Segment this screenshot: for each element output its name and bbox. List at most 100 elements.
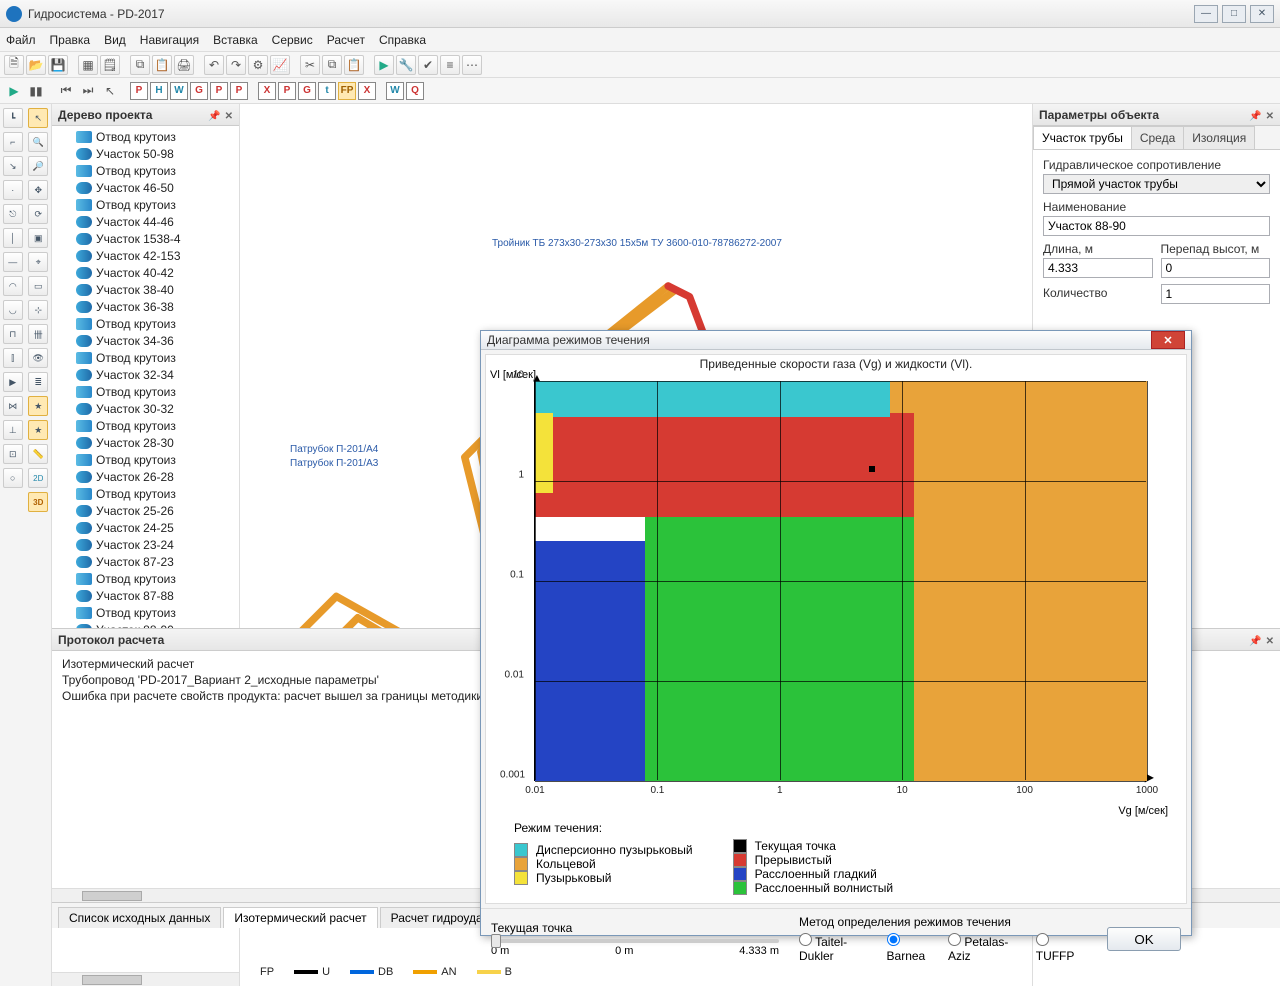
props-pin-icon[interactable]: 📌 — [1249, 111, 1261, 122]
tool-p[interactable]: ○ — [3, 468, 23, 488]
step-back-icon[interactable]: ⏮ — [56, 81, 76, 101]
eye-icon[interactable]: 👁 — [28, 348, 48, 368]
axis-icon[interactable]: ⊹ — [28, 300, 48, 320]
rotate-icon[interactable]: ⟳ — [28, 204, 48, 224]
tab-pipe-section[interactable]: Участок трубы — [1033, 126, 1132, 149]
tree-item[interactable]: Участок 34-36 — [52, 332, 239, 349]
p3-icon[interactable]: P — [230, 82, 248, 100]
list-icon[interactable]: ≡ — [440, 55, 460, 75]
protocol-close-icon[interactable]: ✕ — [1266, 636, 1274, 647]
maximize-button[interactable]: □ — [1222, 5, 1246, 23]
w-icon[interactable]: W — [170, 82, 188, 100]
tree-item[interactable]: Участок 32-34 — [52, 366, 239, 383]
new-icon[interactable]: 🗎 — [4, 55, 24, 75]
method-option[interactable]: Petalas-Aziz — [948, 933, 1026, 963]
tree-item[interactable]: Участок 30-32 — [52, 400, 239, 417]
highlight-icon[interactable]: ★ — [28, 396, 48, 416]
paste2-icon[interactable]: 📋 — [344, 55, 364, 75]
tree-item[interactable]: Участок 50-98 — [52, 145, 239, 162]
2d-icon[interactable]: 2D — [28, 468, 48, 488]
zoom-window-icon[interactable]: ⌖ — [28, 252, 48, 272]
select-tool-icon[interactable]: ↖ — [28, 108, 48, 128]
layers-icon[interactable]: ≣ — [28, 372, 48, 392]
tool-k[interactable]: ⫿ — [3, 348, 23, 368]
redo-icon[interactable]: ↷ — [226, 55, 246, 75]
tree-item[interactable]: Участок 40-42 — [52, 264, 239, 281]
step-fwd-icon[interactable]: ⏭ — [78, 81, 98, 101]
g2-icon[interactable]: G — [298, 82, 316, 100]
method-radio[interactable] — [887, 933, 900, 946]
close-button[interactable]: ✕ — [1250, 5, 1274, 23]
tree-item[interactable]: Отвод крутоиз — [52, 417, 239, 434]
menu-navigation[interactable]: Навигация — [140, 33, 199, 47]
method-option[interactable]: Taitel-Dukler — [799, 933, 877, 963]
pin-icon[interactable]: 📌 — [208, 111, 220, 122]
zoom-in-icon[interactable]: 🔍 — [28, 132, 48, 152]
copy-icon[interactable]: ⧉ — [130, 55, 150, 75]
minimize-button[interactable]: — — [1194, 5, 1218, 23]
tree-item[interactable]: Участок 36-38 — [52, 298, 239, 315]
tool-icon[interactable]: 🔧 — [396, 55, 416, 75]
tool-a[interactable]: ┗ — [3, 108, 23, 128]
tree-h-scrollbar[interactable] — [52, 972, 239, 986]
tab-insulation[interactable]: Изоляция — [1183, 126, 1255, 149]
tree-item[interactable]: Участок 38-40 — [52, 281, 239, 298]
tree-item[interactable]: Участок 26-28 — [52, 468, 239, 485]
x2-icon[interactable]: X — [358, 82, 376, 100]
highlight2-icon[interactable]: ★ — [28, 420, 48, 440]
tool-i[interactable]: ◡ — [3, 300, 23, 320]
tool-h[interactable]: ◠ — [3, 276, 23, 296]
tree-item[interactable]: Участок 44-46 — [52, 213, 239, 230]
protocol-pin-icon[interactable]: 📌 — [1249, 636, 1261, 647]
tree-item[interactable]: Отвод крутоиз — [52, 485, 239, 502]
tree-item[interactable]: Участок 42-153 — [52, 247, 239, 264]
p-icon[interactable]: P — [130, 82, 148, 100]
method-radio[interactable] — [799, 933, 812, 946]
play-icon[interactable]: ▶ — [4, 81, 24, 101]
tree-item[interactable]: Участок 25-26 — [52, 502, 239, 519]
hydr-resistance-select[interactable]: Прямой участок трубы — [1043, 174, 1270, 194]
cut-icon[interactable]: ✂ — [300, 55, 320, 75]
tree-item[interactable]: Отвод крутоиз — [52, 349, 239, 366]
copy2-icon[interactable]: ⧉ — [322, 55, 342, 75]
tab-medium[interactable]: Среда — [1131, 126, 1184, 149]
tab-isothermal[interactable]: Изотермический расчет — [223, 907, 377, 928]
tool-c[interactable]: ↘ — [3, 156, 23, 176]
tree-item[interactable]: Отвод крутоиз — [52, 315, 239, 332]
settings-icon[interactable]: ⚙ — [248, 55, 268, 75]
more-icon[interactable]: ⋯ — [462, 55, 482, 75]
tree-item[interactable]: Участок 87-88 — [52, 587, 239, 604]
tree-item[interactable]: Отвод крутоиз — [52, 196, 239, 213]
tree-item[interactable]: Участок 24-25 — [52, 519, 239, 536]
3d-icon[interactable]: 3D — [28, 492, 48, 512]
tree-item[interactable]: Отвод крутоиз — [52, 570, 239, 587]
tree-item[interactable]: Отвод крутоиз — [52, 451, 239, 468]
tool-n[interactable]: ⊥ — [3, 420, 23, 440]
tree-item[interactable]: Отвод крутоиз — [52, 128, 239, 145]
tree-item[interactable]: Участок 23-24 — [52, 536, 239, 553]
region-icon[interactable]: ▭ — [28, 276, 48, 296]
pointer-icon[interactable]: ↖ — [100, 81, 120, 101]
tree-item[interactable]: Участок 46-50 — [52, 179, 239, 196]
props-close-icon[interactable]: ✕ — [1266, 111, 1274, 122]
undo-icon[interactable]: ↶ — [204, 55, 224, 75]
tree-item[interactable]: Отвод крутоиз — [52, 383, 239, 400]
open-icon[interactable]: 📂 — [26, 55, 46, 75]
paste-icon[interactable]: 📋 — [152, 55, 172, 75]
tree-item[interactable]: Отвод крутоиз — [52, 604, 239, 621]
g-icon[interactable]: G — [190, 82, 208, 100]
tree-close-icon[interactable]: ✕ — [225, 111, 233, 122]
menu-service[interactable]: Сервис — [272, 33, 313, 47]
tool-j[interactable]: ⊓ — [3, 324, 23, 344]
tool-d[interactable]: · — [3, 180, 23, 200]
tree-item[interactable]: Участок 28-30 — [52, 434, 239, 451]
x-icon[interactable]: X — [258, 82, 276, 100]
p4-icon[interactable]: P — [278, 82, 296, 100]
length-input[interactable] — [1043, 258, 1153, 278]
position-slider[interactable] — [491, 939, 779, 943]
menu-edit[interactable]: Правка — [50, 33, 91, 47]
method-radio[interactable] — [1036, 933, 1049, 946]
measure-icon[interactable]: 📏 — [28, 444, 48, 464]
t-icon[interactable]: t — [318, 82, 336, 100]
tree-item[interactable]: Участок 1538-4 — [52, 230, 239, 247]
